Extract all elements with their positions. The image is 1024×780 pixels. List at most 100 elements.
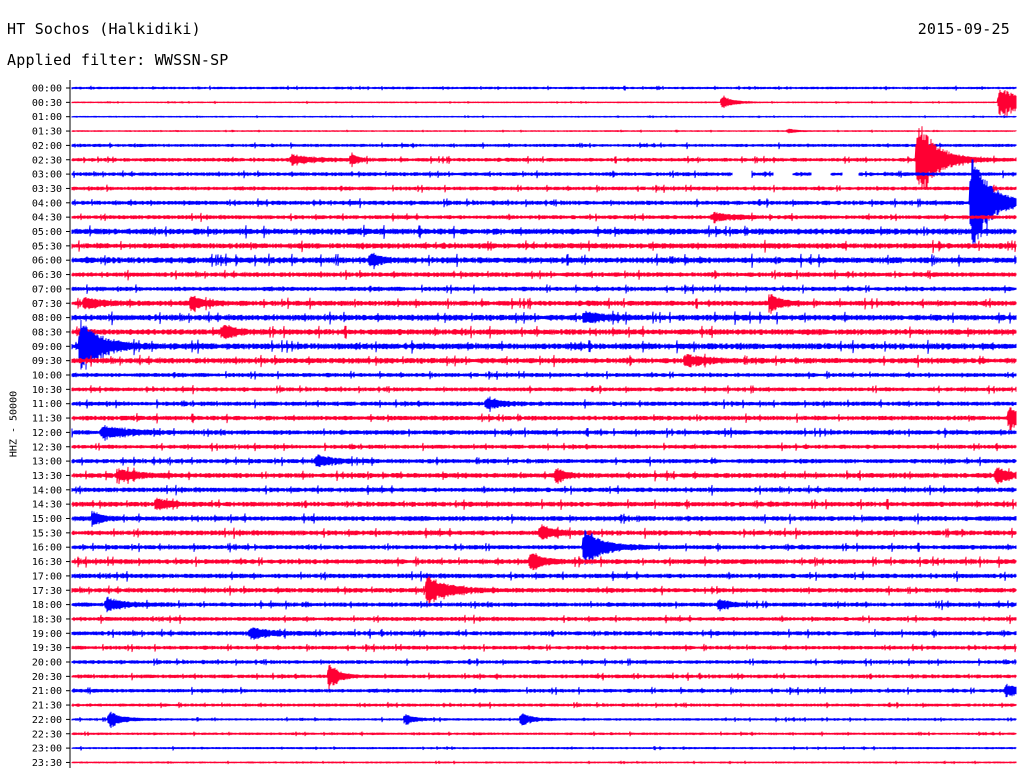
row-time-label: 13:30 bbox=[32, 471, 62, 482]
trace-line bbox=[71, 425, 1017, 441]
row-time-label: 04:00 bbox=[32, 198, 62, 209]
trace-line bbox=[71, 466, 1017, 485]
row-time-label: 02:00 bbox=[32, 141, 62, 152]
trace-line bbox=[71, 284, 1017, 295]
trace-line bbox=[71, 407, 1017, 431]
trace-line bbox=[71, 170, 1017, 179]
trace-line bbox=[71, 224, 1017, 239]
trace-line bbox=[71, 524, 1017, 540]
trace-line bbox=[71, 570, 1017, 582]
row-time-label: 17:00 bbox=[32, 571, 62, 582]
trace-line bbox=[71, 614, 1017, 625]
trace-line bbox=[71, 664, 1017, 690]
row-time-label: 02:30 bbox=[32, 155, 62, 166]
trace-line bbox=[71, 252, 1017, 270]
row-time-label: 08:00 bbox=[32, 313, 62, 324]
row-time-label: 01:30 bbox=[32, 127, 62, 138]
row-time-label: 07:30 bbox=[32, 299, 62, 310]
row-time-label: 00:30 bbox=[32, 98, 62, 109]
row-time-label: 18:30 bbox=[32, 614, 62, 625]
row-time-label: 00:00 bbox=[32, 84, 62, 95]
row-time-label: 22:00 bbox=[32, 715, 62, 726]
row-time-label: 19:30 bbox=[32, 643, 62, 654]
row-time-label: 03:00 bbox=[32, 170, 62, 181]
trace-line bbox=[71, 658, 1017, 667]
trace-line bbox=[71, 497, 1017, 511]
trace-line bbox=[71, 128, 1017, 134]
row-time-label: 13:00 bbox=[32, 457, 62, 468]
row-time-label: 12:30 bbox=[32, 442, 62, 453]
row-time-label: 15:00 bbox=[32, 514, 62, 525]
trace-line bbox=[71, 211, 1017, 224]
row-time-label: 16:00 bbox=[32, 543, 62, 554]
trace-line bbox=[71, 85, 1017, 91]
trace-line bbox=[71, 553, 1017, 571]
trace-line bbox=[71, 324, 1017, 340]
trace-line bbox=[71, 269, 1017, 281]
row-time-label: 04:30 bbox=[32, 213, 62, 224]
trace-line bbox=[71, 760, 1017, 765]
trace-line bbox=[71, 643, 1017, 653]
row-time-label: 20:30 bbox=[32, 672, 62, 683]
trace-line bbox=[71, 126, 1017, 190]
trace-line bbox=[71, 529, 1017, 565]
row-time-label: 21:00 bbox=[32, 686, 62, 697]
row-time-label: 19:00 bbox=[32, 629, 62, 640]
trace-line bbox=[71, 294, 1017, 314]
row-time-label: 01:00 bbox=[32, 112, 62, 123]
trace-line bbox=[71, 370, 1017, 380]
trace-line bbox=[71, 454, 1017, 468]
trace-line bbox=[71, 353, 1017, 368]
row-time-label: 21:30 bbox=[32, 701, 62, 712]
trace-line bbox=[71, 596, 1017, 613]
trace-line bbox=[71, 310, 1017, 326]
row-time-label: 10:30 bbox=[32, 385, 62, 396]
row-time-label: 23:30 bbox=[32, 758, 62, 769]
trace-line bbox=[71, 731, 1017, 737]
date-label: 2015-09-25 bbox=[917, 20, 1010, 38]
filter-label: Applied filter: WWSSN-SP bbox=[7, 51, 229, 69]
trace-line bbox=[71, 184, 1017, 193]
trace-line bbox=[71, 396, 1017, 412]
trace-line bbox=[71, 442, 1017, 452]
trace-line bbox=[71, 711, 1017, 729]
row-time-label: 07:00 bbox=[32, 284, 62, 295]
trace-line bbox=[71, 701, 1017, 709]
row-time-label: 05:30 bbox=[32, 241, 62, 252]
row-time-label: 17:30 bbox=[32, 586, 62, 597]
row-time-label: 18:00 bbox=[32, 600, 62, 611]
row-time-label: 12:00 bbox=[32, 428, 62, 439]
row-time-label: 06:30 bbox=[32, 270, 62, 281]
trace-line bbox=[71, 683, 1017, 698]
row-time-label: 03:30 bbox=[32, 184, 62, 195]
row-time-label: 06:00 bbox=[32, 256, 62, 267]
trace-line bbox=[71, 745, 1017, 751]
trace-line bbox=[71, 510, 1017, 527]
row-time-label: 10:00 bbox=[32, 371, 62, 382]
trace-line bbox=[71, 385, 1017, 395]
row-time-label: 09:00 bbox=[32, 342, 62, 353]
trace-line bbox=[71, 239, 1017, 254]
trace-line bbox=[71, 115, 1017, 119]
row-time-label: 08:30 bbox=[32, 327, 62, 338]
trace-line bbox=[71, 142, 1017, 150]
row-time-label: 20:00 bbox=[32, 658, 62, 669]
trace-line bbox=[71, 89, 1017, 117]
row-time-label: 05:00 bbox=[32, 227, 62, 238]
row-time-label: 14:00 bbox=[32, 485, 62, 496]
row-time-label: 15:30 bbox=[32, 528, 62, 539]
trace-line bbox=[71, 627, 1017, 640]
row-time-label: 23:00 bbox=[32, 744, 62, 755]
station-title: HT Sochos (Halkidiki) bbox=[7, 20, 201, 38]
row-time-label: 11:00 bbox=[32, 399, 62, 410]
row-time-label: 11:30 bbox=[32, 414, 62, 425]
row-time-label: 16:30 bbox=[32, 557, 62, 568]
row-time-label: 14:30 bbox=[32, 500, 62, 511]
trace-line bbox=[71, 484, 1017, 496]
trace-line bbox=[71, 576, 1017, 607]
row-time-label: 22:30 bbox=[32, 729, 62, 740]
row-time-label: 09:30 bbox=[32, 356, 62, 367]
trace-line bbox=[71, 319, 1017, 370]
trace-line bbox=[71, 159, 1017, 246]
